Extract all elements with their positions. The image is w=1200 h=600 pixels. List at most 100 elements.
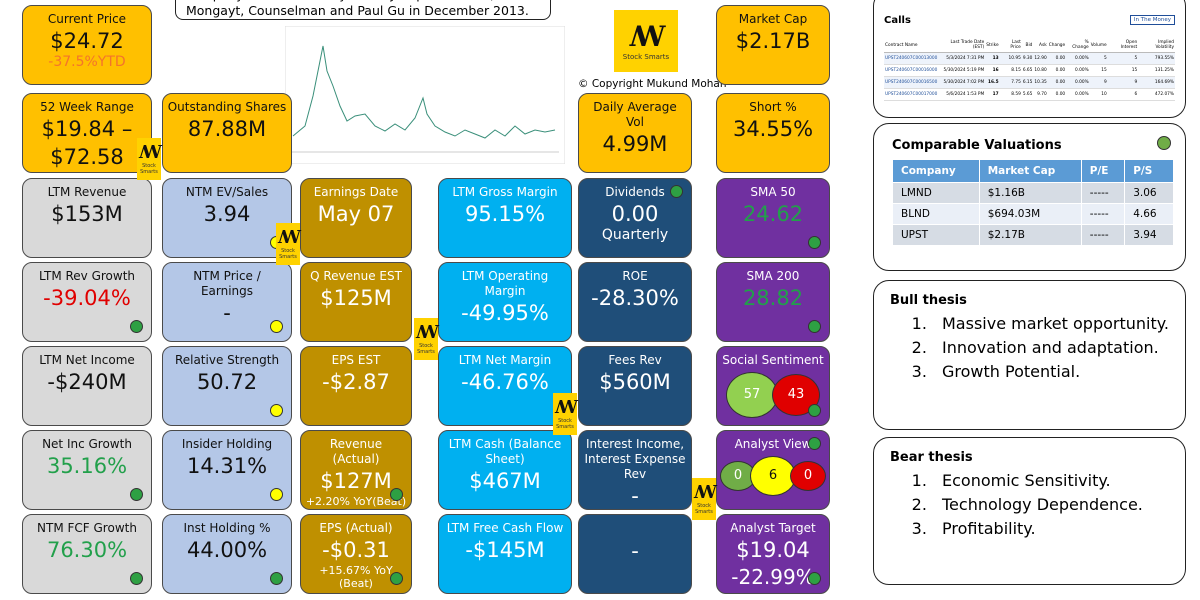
metric-value: - [223, 301, 231, 325]
metric-label: LTM Revenue [47, 185, 127, 199]
metric-tile: Analyst Target $19.04 -22.99% [716, 514, 830, 594]
metric-tile: Q Revenue EST $125M [300, 262, 412, 342]
bull-title: Bull thesis [890, 293, 967, 308]
metric-label: EPS EST [331, 353, 381, 367]
logo-text: Stock Smarts [279, 248, 297, 260]
comp-header: Company [892, 159, 980, 183]
comp-header-row: Company Market Cap P/E P/S [892, 159, 1174, 183]
metric-value: $153M [51, 202, 123, 226]
copyright: © Copyright Mukund Mohan [578, 78, 727, 90]
metric-label: NTM Price / Earnings [193, 269, 261, 298]
status-dot [390, 572, 403, 585]
calls-table: Contract Name Last Trade Date (EST) Strike… [884, 38, 1175, 101]
logo-badge: ꟿ Stock Smarts [692, 478, 717, 520]
metric-label: LTM Rev Growth [38, 269, 136, 283]
metric-label: Relative Strength [174, 353, 280, 367]
calls-cell: 10.80 [1034, 68, 1047, 73]
calls-cell: UPST240607C00017000 [885, 92, 938, 97]
metric-tile: Inst Holding % 44.00% [162, 514, 292, 594]
metric-label: ROE [622, 269, 648, 283]
calls-cell: 164.69% [1154, 80, 1174, 85]
calls-cell: 9.30 [1022, 56, 1033, 61]
comparables-table: Company Market Cap P/E P/S LMND $1.16B ----- 3.… [892, 159, 1174, 246]
metric-tile: NTM Price / Earnings - [162, 262, 292, 342]
calls-row: UPST240607C00017000 5/6/2024 1:53 PM 17 8.5… [884, 88, 1175, 101]
thesis-item: Technology Dependence. [932, 493, 1169, 517]
calls-row: UPST240607C00016000 5/30/2024 5:19 PM 16 8.… [884, 64, 1175, 77]
metric-sub: +2.20% YoY(Beat) [305, 495, 407, 508]
metric-tile: LTM Operating Margin -49.95% [438, 262, 572, 342]
calls-cell: 0.00 [1055, 92, 1066, 97]
metric-label: Inst Holding % [183, 521, 271, 535]
comp-header: Market Cap [978, 159, 1082, 183]
metric-value: -$0.31 [322, 538, 390, 562]
metric-tile: Analyst View 0 6 0 [716, 430, 830, 510]
calls-cell: 0.00% [1075, 92, 1089, 97]
calls-cell: 0.00% [1075, 56, 1089, 61]
metric-value: $560M [599, 370, 671, 394]
metric-tile: LTM Net Margin -46.76% [438, 346, 572, 426]
metric-value: 28.82 [742, 286, 804, 310]
calls-cell: 0.00 [1055, 68, 1066, 73]
metric-label: Daily Average Vol [593, 100, 677, 129]
metric-value: $467M [469, 469, 541, 493]
metric-tile: Social Sentiment 57 43 [716, 346, 830, 426]
calls-title: Calls [884, 15, 911, 26]
comp-header: P/S [1124, 159, 1174, 183]
calls-cell: 5.65 [1022, 92, 1033, 97]
calls-cell: 15 [1101, 68, 1107, 73]
metric-label: SMA 50 [750, 185, 796, 199]
calls-cell: UPST240607C00016000 [885, 68, 938, 73]
metric-tile: Interest Income, Interest Expense Rev - [578, 430, 692, 510]
metric-label: LTM Net Margin [458, 353, 552, 367]
calls-cell: 5/6/2024 1:53 PM [946, 92, 985, 97]
metric-value: 44.00% [186, 538, 268, 562]
thesis-item: Innovation and adaptation. [932, 336, 1169, 360]
status-dot [130, 488, 143, 501]
calls-cell: 5 [1134, 56, 1138, 61]
metric-value: 50.72 [196, 370, 258, 394]
metric-tile: Net Inc Growth 35.16% [22, 430, 152, 510]
calls-header: Last Price [1010, 40, 1021, 50]
calls-header: % Change [1072, 40, 1089, 50]
logo-mark: ꟿ [554, 397, 578, 418]
metric-label: Dividends [605, 185, 665, 199]
metric-label: Interest Income, Interest Expense Rev [584, 437, 686, 481]
metric-label: NTM EV/Sales [185, 185, 269, 199]
calls-cell: 10.95 [1008, 56, 1021, 61]
metric-tile: Insider Holding 14.31% [162, 430, 292, 510]
comp-cell: $2.17B [978, 224, 1082, 246]
metric-label: Analyst View [734, 437, 812, 451]
metric-value: 34.55% [732, 117, 814, 141]
calls-cell: 15 [1131, 68, 1138, 73]
metric-tile: NTM EV/Sales 3.94 [162, 178, 292, 258]
calls-tab[interactable]: In The Money [1129, 15, 1175, 25]
status-dot [808, 404, 821, 417]
sentiment-bubble: 0 [790, 461, 826, 491]
metric-tile: LTM Revenue $153M [22, 178, 152, 258]
metric-value: -$240M [47, 370, 127, 394]
status-dot [130, 320, 143, 333]
metric-label: Insider Holding [181, 437, 273, 451]
calls-header: Implied Volatility [1155, 40, 1174, 50]
metric-value: $2.17B [735, 29, 811, 53]
metric-value: 76.30% [46, 538, 128, 562]
thesis-item: Growth Potential. [932, 360, 1169, 384]
logo-mark: ꟿ [693, 482, 717, 503]
calls-cell: 0.00% [1075, 68, 1089, 73]
metric-value: -49.95% [461, 301, 549, 325]
metric-tile: SMA 200 28.82 [716, 262, 830, 342]
logo-text: Stock Smarts [417, 343, 435, 355]
metric-sub: -22.99% [731, 565, 815, 589]
logo-mark: ꟿ [277, 227, 301, 248]
metric-tile: Daily Average Vol 4.99M [578, 93, 692, 173]
metric-value: $127M [320, 469, 392, 493]
metric-label: LTM Gross Margin [452, 185, 558, 199]
calls-cell: 5 [1103, 56, 1107, 61]
metric-value: 87.88M [187, 117, 267, 141]
metric-sub: +15.67% YoY (Beat) [319, 564, 393, 590]
calls-row: UPST240607C00016500 5/30/2024 7:02 PM 16.5… [884, 76, 1175, 89]
calls-cell: UPST240607C00016500 [885, 80, 938, 85]
comp-cell: $694.03M [978, 203, 1082, 225]
